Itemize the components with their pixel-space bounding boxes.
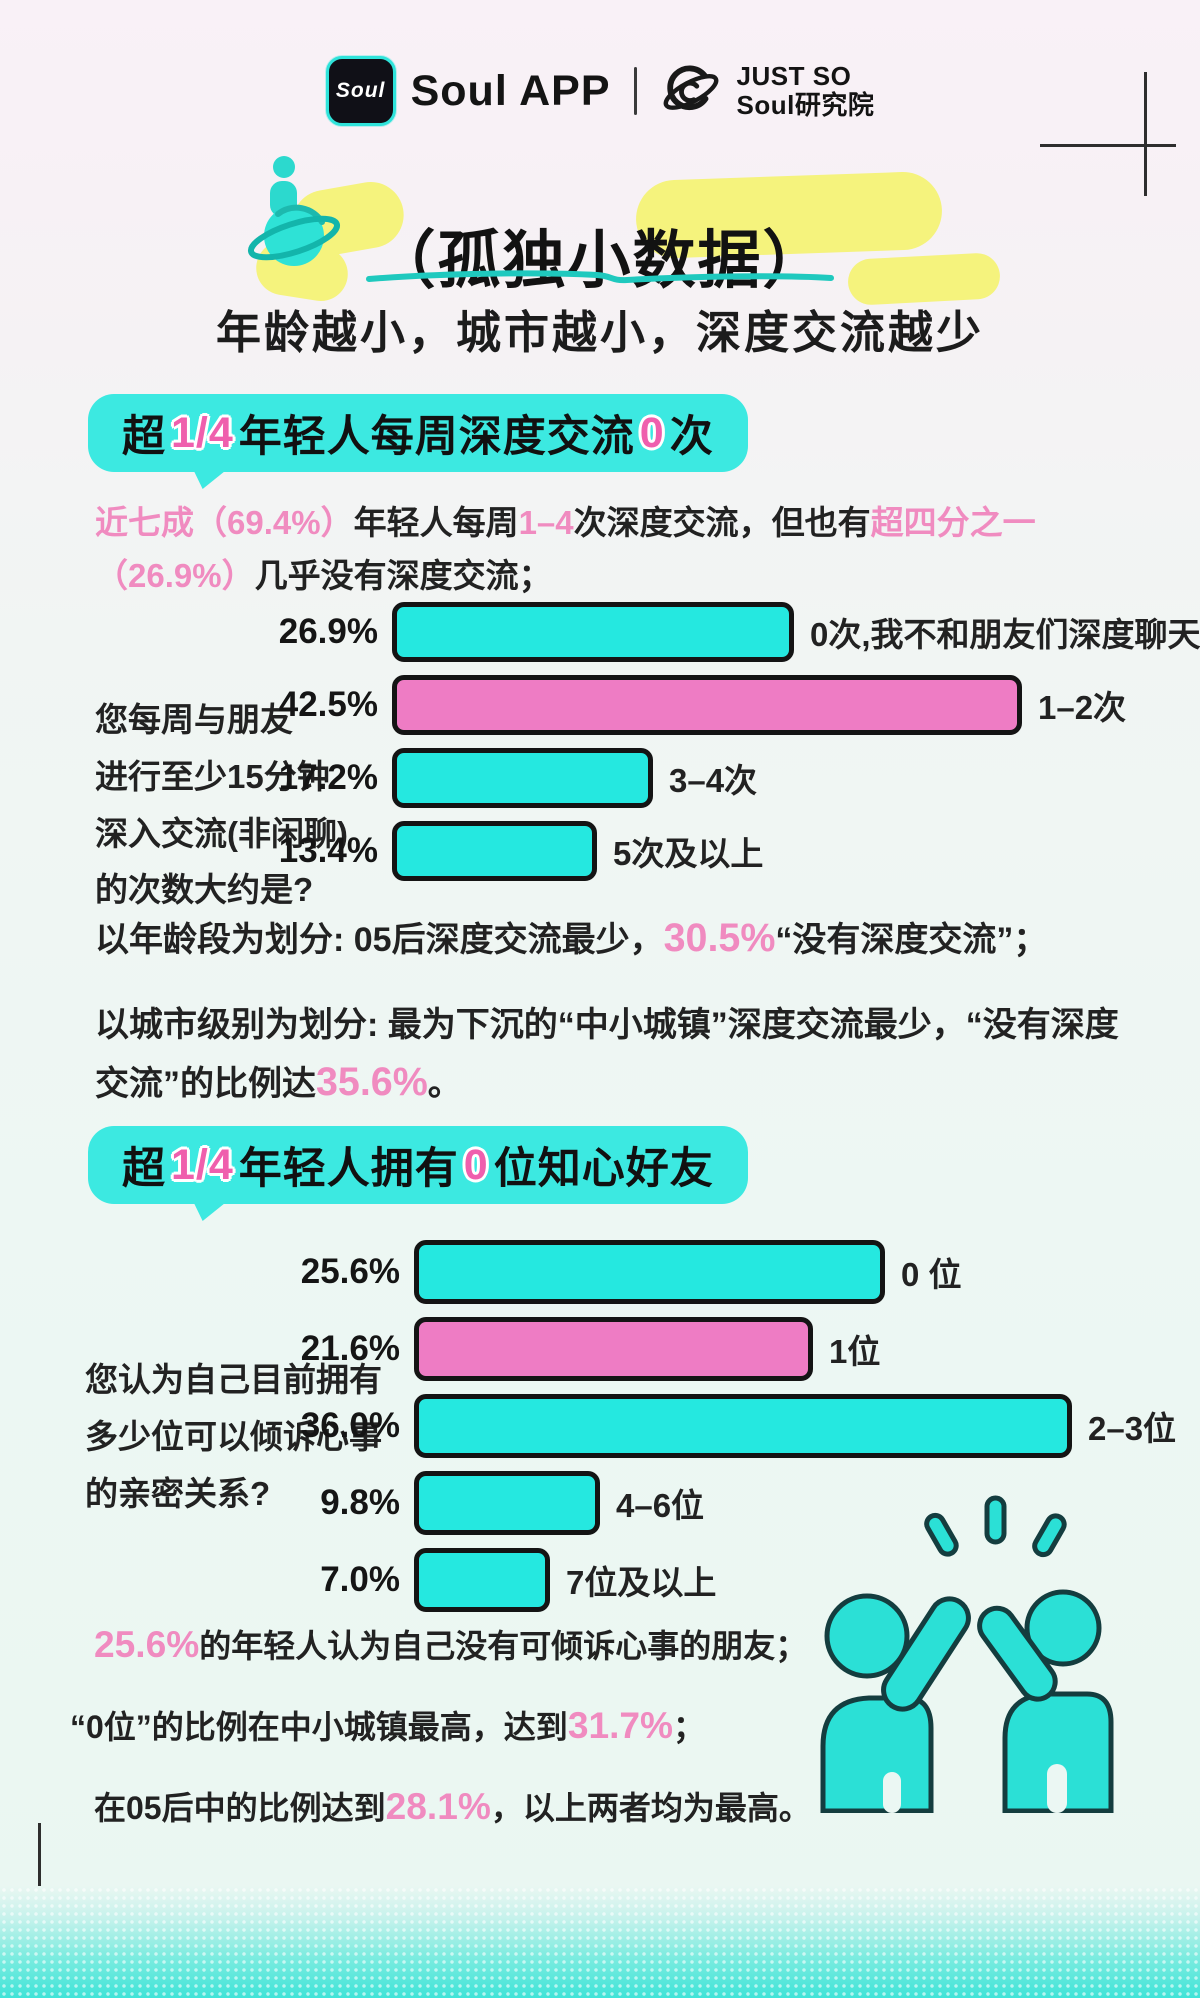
- planet-person-icon: [247, 156, 341, 266]
- note-line: 25.6%的年轻人认为自己没有可倾诉心事的朋友；: [94, 1623, 808, 1665]
- header-divider: [633, 67, 637, 115]
- bar-rows: 26.9% 0次,我不和朋友们深度聊天 42.5% 1–2次 17.2% 3–4…: [278, 602, 1200, 894]
- survey-question: 您每周与朋友 进行至少15分钟 深入交流(非闲聊) 的次数大约是?: [95, 701, 348, 909]
- page-title: （孤独小数据）: [372, 226, 828, 297]
- org-line2: Soul研究院: [736, 90, 875, 120]
- bar-row: 26.9% 0次,我不和朋友们深度聊天: [278, 602, 1200, 662]
- heading-text: 位知心好友: [493, 1145, 714, 1193]
- bar: [392, 748, 653, 808]
- subtitle: 年龄越小，城市越小，深度交流越少: [215, 307, 984, 358]
- section2-heading: 超 1/4 年轻人拥有 0 位知心好友: [88, 1126, 748, 1204]
- bar-value: 21.6%: [300, 1329, 400, 1368]
- bar: [414, 1317, 813, 1381]
- bar-value: 17.2%: [278, 758, 378, 797]
- section1-heading: 超 1/4 年轻人每周深度交流 0 次: [88, 394, 748, 472]
- heading-text: 年轻人每周深度交流: [238, 413, 635, 461]
- heading-text: 超: [122, 413, 166, 461]
- bar-category-label: 5次及以上: [613, 835, 764, 872]
- heading-number: 0: [639, 408, 665, 457]
- title-underline: [366, 270, 834, 284]
- section1-notes: 以年龄段为划分: 05后深度交流最少，30.5%“没有深度交流”； 以城市级别为…: [95, 908, 1125, 1143]
- heading-number: 1/4: [171, 1140, 234, 1189]
- bar-row: 25.6% 0 位: [300, 1240, 1176, 1304]
- bar: [414, 1240, 885, 1304]
- crop-mark: [1144, 72, 1147, 196]
- bar-row: 13.4% 5次及以上: [278, 821, 1200, 881]
- bar-value: 25.6%: [300, 1252, 400, 1291]
- bar-category-label: 1位: [829, 1333, 881, 1370]
- bar-value: 36.0%: [300, 1406, 400, 1445]
- note-line: 以年龄段为划分: 05后深度交流最少，30.5%“没有深度交流”；: [95, 916, 1048, 960]
- note-line: 以城市级别为划分: 最为下沉的“中小城镇”深度交流最少，“没有深度交流”的比例达…: [95, 1006, 1119, 1104]
- heading-number: 1/4: [171, 408, 234, 457]
- bar-category-label: 2–3位: [1088, 1410, 1177, 1447]
- bar: [392, 602, 794, 662]
- heading-text: 超: [122, 1145, 166, 1193]
- bar-value: 42.5%: [278, 685, 378, 724]
- survey-question: 您认为自己目前拥有 多少位可以倾诉心事 的亲密关系?: [85, 1361, 382, 1512]
- section2-notes: 25.6%的年轻人认为自己没有可倾诉心事的朋友； “0位”的比例在中小城镇最高，…: [70, 1618, 840, 1860]
- planet-orbit-icon: [663, 65, 718, 111]
- heading-text: 年轻人拥有: [238, 1145, 459, 1193]
- high-five-icon: [820, 1495, 1114, 1813]
- bar-value: 7.0%: [320, 1560, 400, 1599]
- bar-category-label: 0次,我不和朋友们深度聊天: [810, 616, 1200, 653]
- bar: [392, 675, 1022, 735]
- bar-category-label: 0 位: [901, 1256, 962, 1293]
- bar-rows: 25.6% 0 位 21.6% 1位 36.0% 2–3位 9.8% 4–6位 …: [300, 1240, 1176, 1625]
- org-name: JUST SO Soul研究院: [736, 60, 875, 120]
- bar-value: 26.9%: [278, 612, 378, 651]
- bar-row: 9.8% 4–6位: [300, 1471, 1176, 1535]
- bar-value: 9.8%: [320, 1483, 400, 1522]
- bar: [414, 1471, 600, 1535]
- heading-text: 次: [669, 413, 714, 461]
- bar-row: 36.0% 2–3位: [300, 1394, 1176, 1458]
- org-line1: JUST SO: [736, 60, 852, 91]
- intro-text: 近七成（69.4%）年轻人每周1–4次深度交流，但也有超四分之一（26.9%）几…: [95, 504, 1036, 595]
- halftone-gradient-band: [0, 1886, 1200, 1998]
- crop-mark: [1040, 144, 1176, 147]
- soul-app-logo: Soul: [325, 56, 396, 126]
- bar-row: 17.2% 3–4次: [278, 748, 1200, 808]
- soul-logo-text: Soul: [335, 79, 386, 102]
- heading-number: 0: [463, 1140, 489, 1189]
- bar: [414, 1394, 1072, 1458]
- bar-row: 7.0% 7位及以上: [300, 1548, 1176, 1612]
- chart-close-friends: 您认为自己目前拥有 多少位可以倾诉心事 的亲密关系? 25.6% 0 位 21.…: [0, 1240, 1200, 1640]
- app-name: Soul APP: [410, 66, 611, 115]
- note-line: “0位”的比例在中小城镇最高，达到31.7%；: [70, 1703, 706, 1746]
- bar: [392, 821, 597, 881]
- header: Soul Soul APP JUST SO Soul研究院: [0, 56, 1200, 126]
- bar-category-label: 4–6位: [616, 1487, 705, 1524]
- bar-category-label: 7位及以上: [566, 1564, 717, 1601]
- bar-row: 42.5% 1–2次: [278, 675, 1200, 735]
- note-line: 在05后中的比例达到28.1%，以上两者均为最高。: [94, 1784, 811, 1827]
- bar-row: 21.6% 1位: [300, 1317, 1176, 1381]
- bar: [414, 1548, 550, 1612]
- bar-category-label: 3–4次: [669, 762, 758, 799]
- chart-weekly-deep-talk: 您每周与朋友 进行至少15分钟 深入交流(非闲聊) 的次数大约是? 26.9% …: [0, 602, 1200, 908]
- bar-category-label: 1–2次: [1038, 689, 1127, 726]
- bar-value: 13.4%: [278, 831, 378, 870]
